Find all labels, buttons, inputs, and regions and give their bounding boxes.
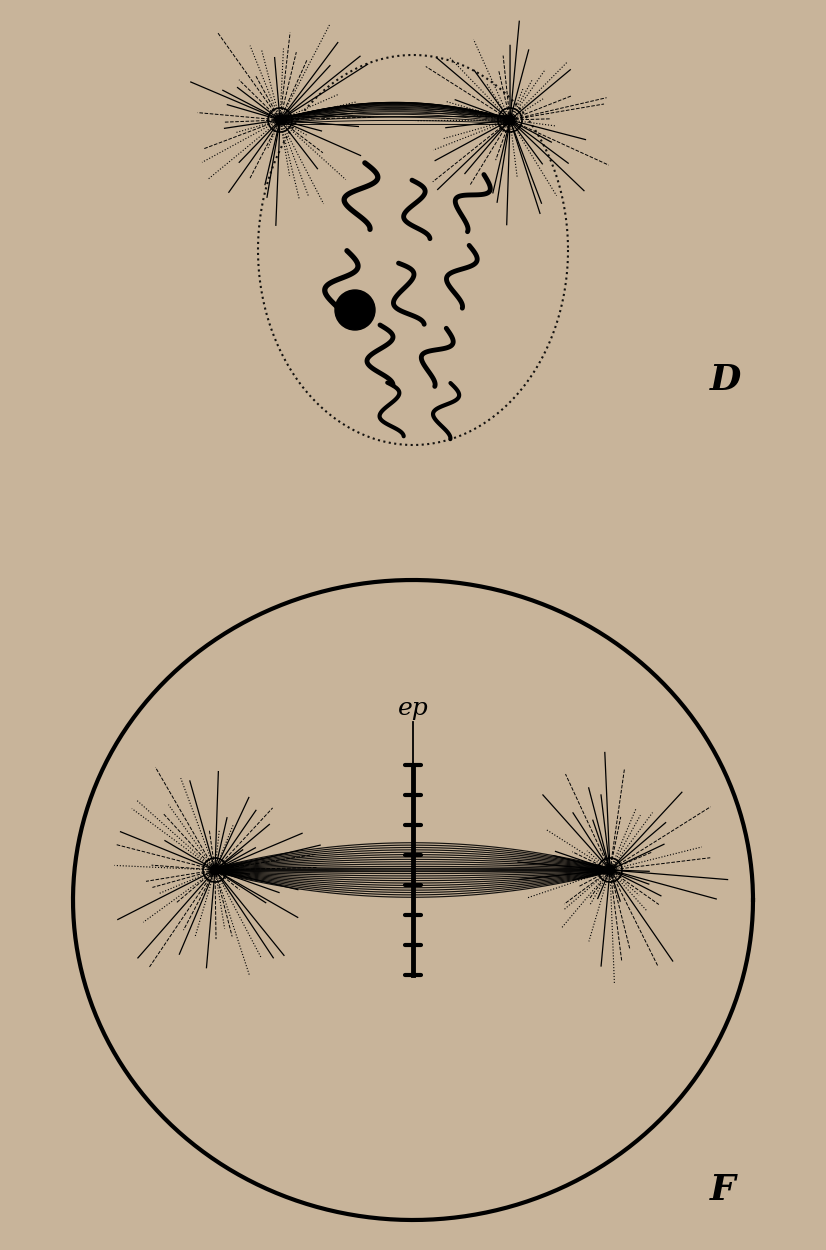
Circle shape: [605, 865, 615, 875]
Circle shape: [210, 865, 220, 875]
Text: D: D: [710, 362, 742, 398]
Circle shape: [275, 115, 285, 125]
Text: F: F: [710, 1172, 736, 1208]
Text: ep: ep: [397, 698, 429, 720]
Circle shape: [505, 115, 515, 125]
Circle shape: [335, 290, 375, 330]
